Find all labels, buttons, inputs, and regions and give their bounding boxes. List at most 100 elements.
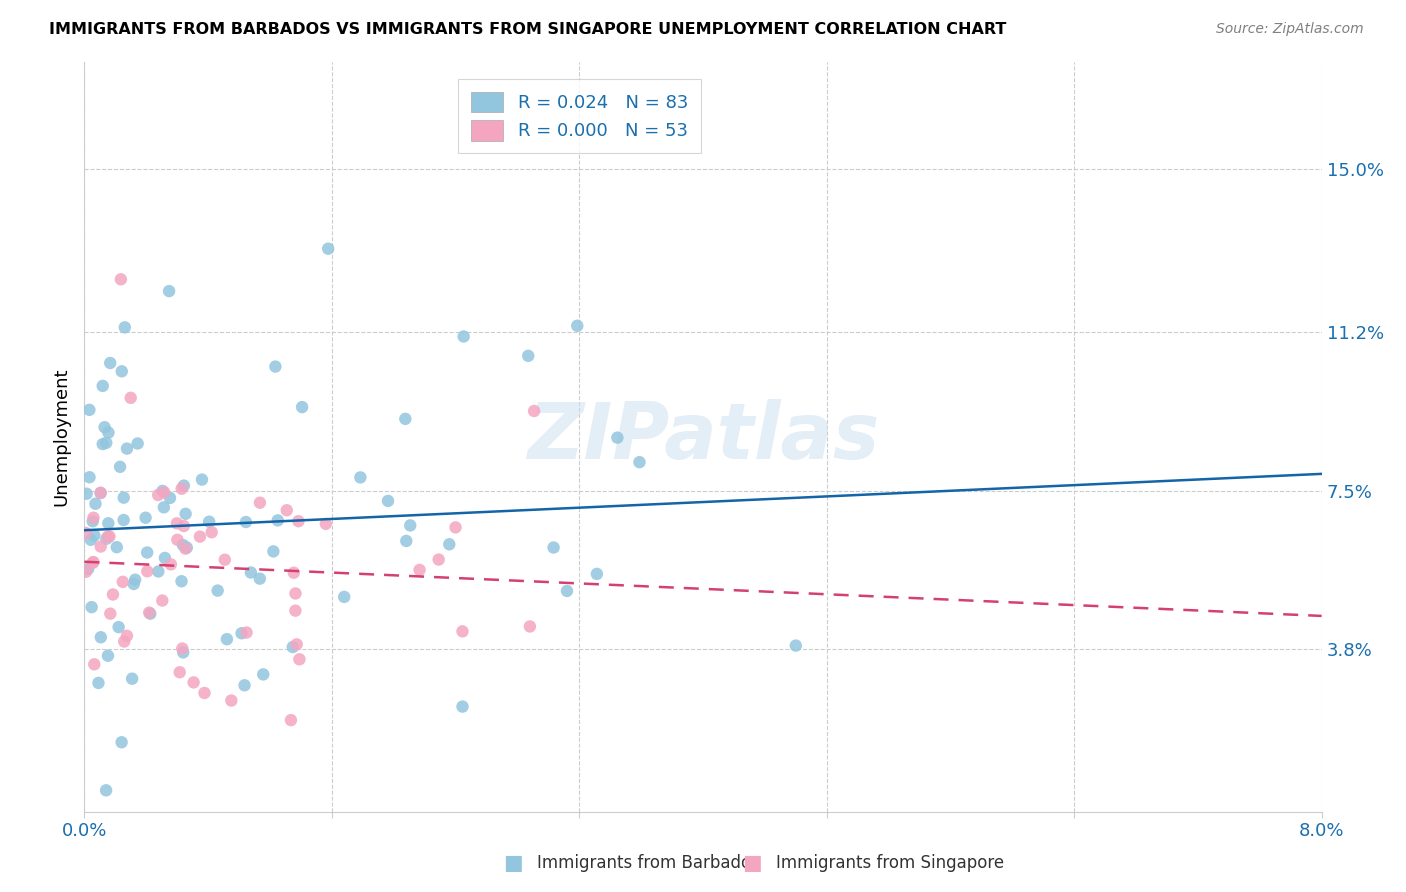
Point xyxy=(122,577,145,591)
Point xyxy=(249,572,271,586)
Text: IMMIGRANTS FROM BARBADOS VS IMMIGRANTS FROM SINGAPORE UNEMPLOYMENT CORRELATION C: IMMIGRANTS FROM BARBADOS VS IMMIGRANTS F… xyxy=(49,22,1007,37)
Point xyxy=(112,491,135,505)
Point xyxy=(264,359,287,374)
Point xyxy=(138,606,160,620)
Point xyxy=(439,537,461,551)
Point xyxy=(159,491,181,505)
Point xyxy=(174,541,197,556)
Point xyxy=(76,487,98,501)
Point xyxy=(96,532,118,546)
Point xyxy=(157,284,180,298)
Point xyxy=(75,565,97,579)
Point xyxy=(83,657,105,672)
Point xyxy=(98,607,121,621)
Point xyxy=(231,626,253,640)
Point xyxy=(172,645,194,659)
Point xyxy=(276,503,298,517)
Legend: R = 0.024   N = 83, R = 0.000   N = 53: R = 0.024 N = 83, R = 0.000 N = 53 xyxy=(458,79,700,153)
Text: ZIPatlas: ZIPatlas xyxy=(527,399,879,475)
Point xyxy=(519,619,541,633)
Point xyxy=(79,402,101,417)
Point xyxy=(98,529,121,543)
Point xyxy=(176,541,198,555)
Point xyxy=(153,485,176,500)
Point xyxy=(333,590,356,604)
Point xyxy=(97,425,120,440)
Point xyxy=(150,593,173,607)
Point xyxy=(280,713,302,727)
Point xyxy=(121,672,143,686)
Point xyxy=(97,516,120,531)
Point xyxy=(285,637,308,651)
Point xyxy=(75,526,97,541)
Point xyxy=(112,634,135,648)
Point xyxy=(451,624,474,639)
Point xyxy=(115,442,138,456)
Point xyxy=(90,486,112,500)
Point xyxy=(233,678,256,692)
Point xyxy=(111,574,134,589)
Point xyxy=(139,607,162,621)
Point xyxy=(284,586,307,600)
Point xyxy=(82,510,104,524)
Point xyxy=(173,478,195,492)
Point xyxy=(87,676,110,690)
Point xyxy=(287,514,309,528)
Point xyxy=(252,667,274,681)
Point xyxy=(152,483,174,498)
Y-axis label: Unemployment: Unemployment xyxy=(52,368,70,507)
Text: Source: ZipAtlas.com: Source: ZipAtlas.com xyxy=(1216,22,1364,37)
Point xyxy=(283,566,305,580)
Point xyxy=(284,604,307,618)
Point xyxy=(94,783,117,797)
Point xyxy=(221,693,243,707)
Point xyxy=(453,329,475,343)
Point xyxy=(174,507,197,521)
Text: ■: ■ xyxy=(742,854,762,873)
Point xyxy=(170,574,193,589)
Point xyxy=(96,435,118,450)
Point xyxy=(127,436,149,450)
Point xyxy=(291,400,314,414)
Point xyxy=(567,318,589,333)
Point xyxy=(114,320,136,334)
Point xyxy=(395,533,418,548)
Point xyxy=(399,518,422,533)
Point xyxy=(239,566,262,580)
Point xyxy=(90,485,112,500)
Point xyxy=(93,420,115,434)
Point xyxy=(555,583,578,598)
Point xyxy=(83,528,105,542)
Point xyxy=(82,514,104,528)
Point xyxy=(451,699,474,714)
Point xyxy=(110,272,132,286)
Point xyxy=(267,513,290,527)
Point xyxy=(262,544,284,558)
Point xyxy=(394,412,416,426)
Point xyxy=(315,516,337,531)
Point xyxy=(135,510,157,524)
Point xyxy=(173,519,195,533)
Point xyxy=(111,735,134,749)
Point xyxy=(91,379,114,393)
Point xyxy=(170,482,193,496)
Point xyxy=(201,525,224,540)
Point xyxy=(198,515,221,529)
Point xyxy=(349,470,371,484)
Point xyxy=(112,513,135,527)
Point xyxy=(214,553,236,567)
Point xyxy=(235,625,257,640)
Point xyxy=(90,540,112,554)
Point xyxy=(444,520,467,534)
Point xyxy=(160,558,183,572)
Point xyxy=(111,364,134,378)
Point xyxy=(82,556,104,570)
Point xyxy=(169,665,191,680)
Point xyxy=(628,455,651,469)
Point xyxy=(235,515,257,529)
Point xyxy=(91,437,114,451)
Point xyxy=(77,562,100,576)
Point xyxy=(148,488,170,502)
Text: Immigrants from Singapore: Immigrants from Singapore xyxy=(776,855,1004,872)
Point xyxy=(288,652,311,666)
